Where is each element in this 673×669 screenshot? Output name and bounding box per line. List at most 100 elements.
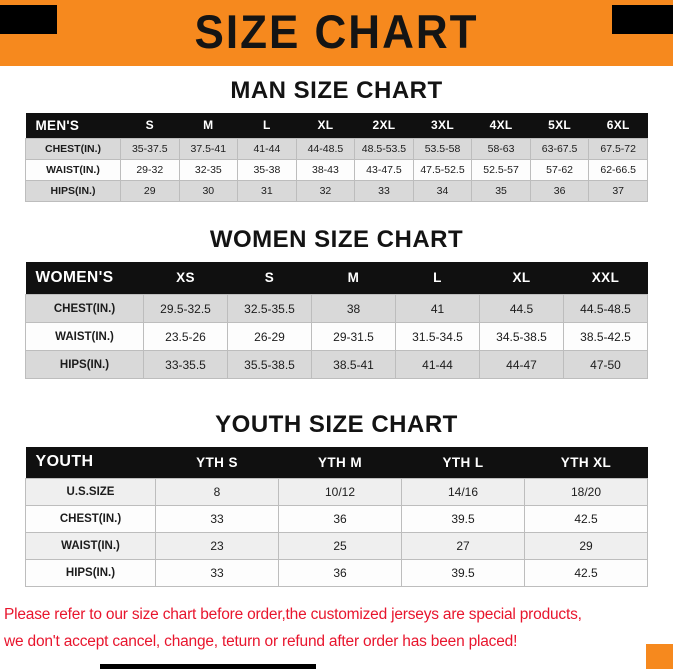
row-label: CHEST(IN.)	[25, 504, 156, 533]
size-value: 37	[588, 179, 648, 202]
size-column-header: YTH L	[401, 447, 525, 478]
size-value: 57-62	[529, 158, 590, 181]
size-value: 26-29	[227, 322, 312, 351]
size-value: 14/16	[401, 477, 525, 506]
bottom-orange-corner-box	[646, 644, 673, 669]
size-value: 63-67.5	[529, 137, 590, 160]
size-value: 44.5-48.5	[563, 294, 648, 323]
size-value: 67.5-72	[588, 137, 648, 160]
size-column-header: 5XL	[530, 113, 589, 138]
size-column-header: S	[227, 261, 312, 295]
size-value: 39.5	[401, 504, 525, 533]
size-column-header: YTH XL	[524, 447, 648, 478]
size-column-header: 6XL	[588, 113, 648, 138]
size-value: 34.5-38.5	[479, 322, 564, 351]
size-column-header: 2XL	[354, 113, 414, 138]
size-value: 36	[278, 558, 402, 587]
size-value: 18/20	[524, 477, 648, 506]
size-column-header: M	[311, 261, 396, 295]
size-value: 29	[120, 179, 180, 202]
table-row: WAIST(IN.) 29-32 32-35 35-38 38-43 43-47.5 47.…	[25, 158, 648, 181]
size-column-header: XL	[479, 261, 564, 295]
disclaimer: Please refer to our size chart before or…	[0, 601, 673, 655]
table-corner-header: YOUTH	[25, 447, 156, 478]
size-value: 23	[155, 531, 279, 560]
size-column-header: L	[395, 261, 480, 295]
size-value: 8	[155, 477, 279, 506]
size-value: 30	[178, 179, 239, 202]
table-corner-header: WOMEN'S	[25, 261, 144, 295]
size-value: 47-50	[563, 350, 648, 379]
size-value: 25	[278, 531, 402, 560]
size-value: 32	[295, 179, 356, 202]
table-row: HIPS(IN.) 33 36 39.5 42.5	[25, 558, 648, 587]
size-value: 39.5	[401, 558, 525, 587]
size-column-header: S	[120, 113, 180, 138]
size-value: 62-66.5	[588, 158, 648, 181]
size-value: 29	[524, 531, 648, 560]
size-column-header: M	[179, 113, 238, 138]
size-value: 35-38	[237, 158, 297, 181]
size-value: 34	[412, 179, 473, 202]
row-label: CHEST(IN.)	[25, 137, 121, 160]
size-value: 58-63	[471, 137, 531, 160]
row-label: WAIST(IN.)	[25, 531, 156, 560]
size-value: 36	[278, 504, 402, 533]
table-row: CHEST(IN.) 35-37.5 37.5-41 41-44 44-48.5 48.5…	[25, 137, 648, 160]
section-youth-size-chart: YOUTH SIZE CHART YOUTH YTH S YTH M YTH L YTH…	[0, 411, 673, 587]
size-value: 53.5-58	[412, 137, 473, 160]
table-row: U.S.SIZE 8 10/12 14/16 18/20	[25, 477, 648, 506]
size-value: 44-48.5	[295, 137, 356, 160]
size-value: 33	[354, 179, 414, 202]
size-value: 33-35.5	[143, 350, 228, 379]
row-label: WAIST(IN.)	[25, 322, 144, 351]
size-value: 10/12	[278, 477, 402, 506]
size-value: 33	[155, 504, 279, 533]
women-size-chart-title: WOMEN SIZE CHART	[209, 225, 464, 253]
size-column-header: XL	[296, 113, 355, 138]
size-value: 29-31.5	[311, 322, 396, 351]
bottom-black-bar	[100, 664, 316, 669]
row-label: U.S.SIZE	[25, 477, 156, 506]
size-value: 33	[155, 558, 279, 587]
size-value: 44.5	[479, 294, 564, 323]
size-column-header: 3XL	[413, 113, 472, 138]
table-row: CHEST(IN.) 29.5-32.5 32.5-35.5 38 41 44.5 44.5…	[25, 294, 648, 323]
size-value: 38.5-41	[311, 350, 396, 379]
banner-corner-right-box	[612, 5, 673, 34]
size-value: 31.5-34.5	[395, 322, 480, 351]
row-label: WAIST(IN.)	[25, 158, 121, 181]
table-header-row: WOMEN'S XS S M L XL XXL	[25, 261, 648, 295]
size-value: 35	[471, 179, 531, 202]
size-value: 52.5-57	[471, 158, 531, 181]
size-column-header: L	[237, 113, 297, 138]
disclaimer-line-2: we don't accept cancel, change, teturn o…	[4, 632, 518, 650]
youth-size-table: YOUTH YTH S YTH M YTH L YTH XL U.S.SIZE 8 10/12…	[25, 447, 648, 587]
table-header-row: MEN'S S M L XL 2XL 3XL 4XL 5XL 6XL	[25, 113, 648, 138]
size-value: 41-44	[395, 350, 480, 379]
size-value: 32-35	[178, 158, 239, 181]
table-header-row: YOUTH YTH S YTH M YTH L YTH XL	[25, 447, 648, 478]
man-size-table: MEN'S S M L XL 2XL 3XL 4XL 5XL 6XL CHEST(IN.) 35-37…	[25, 113, 648, 202]
women-size-table: WOMEN'S XS S M L XL XXL CHEST(IN.) 29.5-32.5 32.5…	[25, 261, 648, 379]
size-value: 43-47.5	[354, 158, 414, 181]
size-value: 38-43	[295, 158, 356, 181]
size-column-header: YTH S	[155, 447, 279, 478]
row-label: CHEST(IN.)	[25, 294, 144, 323]
page-title: SIZE CHART	[194, 5, 479, 59]
row-label: HIPS(IN.)	[25, 179, 121, 202]
section-man-size-chart: MAN SIZE CHART MEN'S S M L XL 2XL 3XL 4XL 5XL 6XL…	[0, 77, 673, 202]
banner: SIZE CHART	[0, 0, 673, 66]
banner-corner-left-box	[0, 5, 57, 34]
size-value: 42.5	[524, 558, 648, 587]
row-label: HIPS(IN.)	[25, 350, 144, 379]
table-row: HIPS(IN.) 33-35.5 35.5-38.5 38.5-41 41-44 44-…	[25, 350, 648, 379]
size-value: 38.5-42.5	[563, 322, 648, 351]
table-row: WAIST(IN.) 23 25 27 29	[25, 531, 648, 560]
size-value: 35.5-38.5	[227, 350, 312, 379]
table-corner-header: MEN'S	[25, 113, 121, 138]
size-value: 36	[529, 179, 590, 202]
size-column-header: XXL	[563, 261, 648, 295]
man-size-chart-title: MAN SIZE CHART	[230, 77, 443, 104]
